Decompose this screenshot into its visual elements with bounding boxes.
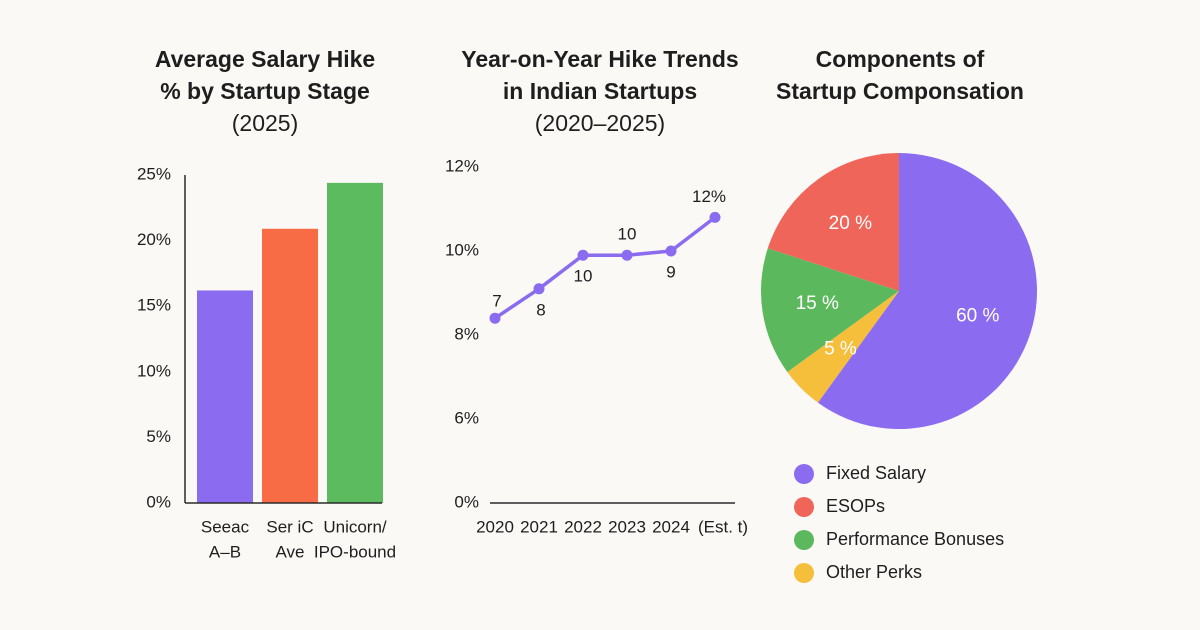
legend-swatch: [794, 464, 814, 484]
chart-subtitle: (2020–2025): [535, 110, 665, 136]
y-tick-label: 8%: [454, 324, 479, 343]
x-tick-label: (Est. t): [698, 517, 748, 536]
y-tick-label: 10%: [137, 361, 171, 380]
x-tick-label: 2024: [652, 517, 690, 536]
pie-slice: [817, 153, 1037, 429]
bar: [197, 290, 253, 503]
chart-title: % by Startup Stage: [160, 78, 370, 104]
chart-title: in Indian Startups: [503, 78, 697, 104]
y-tick-label: 12%: [445, 156, 479, 175]
y-tick-label: 5%: [146, 427, 171, 446]
point: [577, 249, 589, 261]
line: [494, 216, 717, 320]
chart-title: Year-on-Year Hike Trends: [461, 46, 738, 72]
y-tick-label: 10%: [445, 240, 479, 259]
slice-label: 15 %: [796, 293, 839, 314]
point: [489, 312, 501, 324]
y-tick-label: 20%: [137, 230, 171, 249]
x-tick-label: 2020: [476, 517, 514, 536]
annotation: 8: [536, 300, 545, 319]
pie-slice: [761, 248, 899, 373]
bar: [262, 228, 318, 504]
y-tick-label: 25%: [137, 164, 171, 183]
legend-label: ESOPs: [826, 496, 885, 516]
chart-title: Average Salary Hike: [155, 46, 375, 72]
point: [709, 211, 721, 223]
legend-swatch: [794, 530, 814, 550]
x-tick-label: Ser iC: [266, 517, 313, 536]
y-tick-label: 15%: [137, 296, 171, 315]
slice-label: 20 %: [829, 213, 872, 234]
x-tick-label: Ave: [276, 542, 305, 561]
y-tick-label: 0%: [454, 492, 479, 511]
legend-label: Fixed Salary: [826, 463, 926, 483]
y-tick-label: 0%: [146, 492, 171, 511]
legend-label: Other Perks: [826, 562, 922, 582]
annotation: 9: [666, 262, 675, 281]
x-tick-label: Unicorn/: [323, 517, 387, 536]
annotation: 10: [618, 225, 637, 244]
chart-title: Startup Componsation: [776, 78, 1024, 104]
x-tick-label: IPO-bound: [314, 542, 396, 561]
x-tick-label: 2021: [520, 517, 558, 536]
x-tick-label: Seeac: [201, 517, 250, 536]
point: [621, 249, 633, 261]
chart-subtitle: (2025): [232, 110, 298, 136]
bar: [327, 182, 383, 503]
legend-label: Performance Bonuses: [826, 529, 1004, 549]
legend-swatch: [794, 563, 814, 583]
x-tick-label: 2023: [608, 517, 646, 536]
point: [533, 283, 545, 295]
point: [665, 245, 677, 257]
annotation: 12%: [692, 187, 726, 206]
slice-label: 60 %: [956, 306, 999, 327]
y-tick-label: 6%: [454, 408, 479, 427]
legend-swatch: [794, 497, 814, 517]
slice-label: 5 %: [824, 339, 857, 360]
chart-title: Components of: [816, 46, 985, 72]
pie-slice: [787, 291, 899, 403]
x-tick-label: A–B: [209, 542, 241, 561]
x-tick-label: 2022: [564, 517, 602, 536]
annotation: 7: [492, 292, 501, 311]
annotation: 10: [574, 267, 593, 286]
pie-slice: [767, 153, 899, 291]
